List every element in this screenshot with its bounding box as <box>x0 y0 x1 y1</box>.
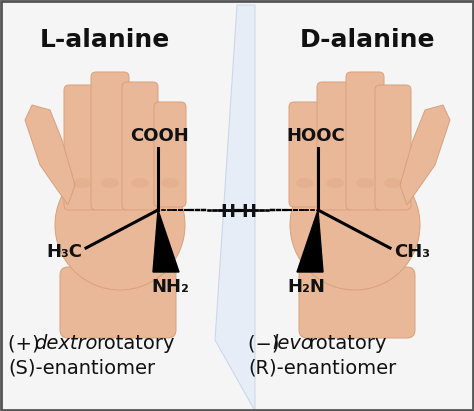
Ellipse shape <box>101 178 119 188</box>
Text: (+): (+) <box>8 334 46 353</box>
Ellipse shape <box>161 178 179 188</box>
Ellipse shape <box>290 160 420 290</box>
Ellipse shape <box>384 178 402 188</box>
FancyBboxPatch shape <box>299 267 415 338</box>
Text: H: H <box>220 203 235 221</box>
FancyBboxPatch shape <box>64 85 100 210</box>
Ellipse shape <box>326 178 344 188</box>
Text: H: H <box>241 203 256 221</box>
Polygon shape <box>153 210 179 272</box>
FancyBboxPatch shape <box>154 102 186 207</box>
FancyBboxPatch shape <box>375 85 411 210</box>
Text: D-alanine: D-alanine <box>300 28 436 52</box>
FancyBboxPatch shape <box>289 102 321 207</box>
Polygon shape <box>400 105 450 205</box>
Text: rotatory: rotatory <box>308 334 386 353</box>
Text: (R)-enantiomer: (R)-enantiomer <box>248 358 396 377</box>
Text: HOOC: HOOC <box>287 127 346 145</box>
Text: rotatory: rotatory <box>96 334 174 353</box>
Ellipse shape <box>296 178 314 188</box>
Polygon shape <box>297 210 323 272</box>
Polygon shape <box>25 105 75 205</box>
Ellipse shape <box>73 178 91 188</box>
FancyBboxPatch shape <box>60 267 176 338</box>
FancyBboxPatch shape <box>317 82 353 210</box>
Text: dextro: dextro <box>34 334 97 353</box>
Text: (S)-enantiomer: (S)-enantiomer <box>8 358 155 377</box>
Text: (−): (−) <box>248 334 286 353</box>
FancyBboxPatch shape <box>91 72 129 210</box>
FancyBboxPatch shape <box>122 82 158 210</box>
Text: L-alanine: L-alanine <box>40 28 170 52</box>
Text: H₂N: H₂N <box>287 278 325 296</box>
FancyBboxPatch shape <box>346 72 384 210</box>
Ellipse shape <box>131 178 149 188</box>
Text: CH₃: CH₃ <box>394 243 430 261</box>
Polygon shape <box>215 5 255 411</box>
Ellipse shape <box>356 178 374 188</box>
Text: NH₂: NH₂ <box>151 278 189 296</box>
Text: levo: levo <box>272 334 313 353</box>
Text: H₃C: H₃C <box>46 243 82 261</box>
Ellipse shape <box>55 160 185 290</box>
Text: COOH: COOH <box>131 127 190 145</box>
